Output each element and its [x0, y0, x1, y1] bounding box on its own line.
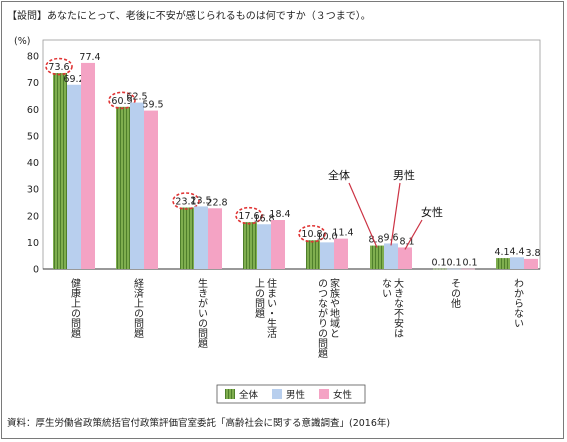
data-label: 73.6	[48, 62, 69, 73]
data-label: 10.8	[301, 229, 322, 240]
x-tick-label: その他	[449, 278, 461, 309]
callout-label: 男性	[393, 168, 415, 182]
bar-全体-5	[306, 240, 320, 269]
x-tick-label-cont: のつながりの問題	[316, 278, 328, 358]
bar-女性-4	[271, 220, 285, 269]
bar-全体-3	[180, 207, 194, 269]
data-label: 77.4	[79, 52, 100, 63]
legend-label: 女性	[333, 389, 353, 401]
y-tick-label: 30	[27, 185, 39, 196]
legend-label: 男性	[286, 389, 306, 401]
y-tick-label: 20	[27, 211, 39, 222]
legend-swatch-全体	[225, 389, 235, 399]
x-tick-label-cont: 上の問題	[253, 278, 265, 318]
highlight-circle	[108, 91, 136, 110]
data-label: 16.8	[253, 213, 274, 224]
callout-label: 女性	[421, 205, 443, 219]
y-tick-label: 50	[27, 131, 39, 142]
bar-全体-7	[433, 268, 447, 270]
bar-女性-8	[524, 258, 538, 269]
y-tick-label: 40	[27, 158, 39, 169]
bar-男性-6	[384, 243, 398, 269]
bar-全体-6	[370, 245, 384, 269]
bar-男性-1	[67, 84, 81, 269]
data-label: 4.1	[494, 247, 509, 258]
highlight-circle	[298, 224, 326, 243]
data-label: 3.8	[525, 248, 540, 259]
data-label: 0.1	[462, 258, 477, 269]
x-tick-label: 経済上の問題	[132, 277, 144, 338]
bar-男性-5	[320, 242, 334, 269]
bar-女性-3	[208, 208, 222, 269]
source-note: 資料：厚生労働省政策統括官付政策評価官室委託「高齢社会に関する意識調査」(201…	[7, 418, 391, 429]
data-label: 8.8	[368, 235, 383, 246]
y-tick-label: 0	[33, 265, 39, 276]
data-label: 0.1	[446, 258, 461, 269]
callout-label: 全体	[328, 168, 350, 182]
data-label: 69.2	[63, 74, 84, 85]
y-tick-label: 80	[27, 52, 39, 63]
x-tick-label: 大きな不安は	[392, 277, 404, 338]
bar-全体-4	[243, 222, 257, 269]
bar-全体-1	[53, 73, 67, 269]
highlight-circle	[45, 57, 73, 76]
y-axis-unit: (%)	[14, 36, 30, 47]
data-label: 10.0	[316, 231, 337, 242]
legend-swatch-女性	[319, 389, 329, 399]
callout-line	[390, 182, 401, 246]
bar-女性-5	[334, 238, 348, 269]
callout-line	[404, 219, 423, 250]
data-label: 18.4	[269, 209, 290, 220]
data-label: 59.5	[142, 100, 163, 111]
y-tick-label: 10	[27, 238, 39, 249]
data-label: 62.5	[126, 92, 147, 103]
data-label: 4.4	[509, 246, 524, 257]
legend-swatch-男性	[272, 389, 282, 399]
question-text: 【設問】あなたにとって、老後に不安が感じられるものは何ですか（３つまで）。	[7, 11, 371, 22]
bar-全体-8	[496, 258, 510, 269]
x-tick-label: 住まい・生活	[265, 277, 277, 339]
callout-line	[348, 182, 378, 248]
data-label: 60.9	[111, 96, 132, 107]
bar-男性-3	[194, 206, 208, 269]
x-tick-label: 家族や地域と	[328, 277, 340, 338]
bar-女性-7	[461, 268, 475, 270]
y-tick-label: 70	[27, 78, 39, 89]
highlight-circle	[235, 206, 263, 225]
data-label: 11.4	[332, 228, 353, 239]
bar-男性-8	[510, 257, 524, 269]
highlight-circle	[172, 192, 200, 210]
data-label: 0.1	[431, 258, 446, 269]
x-tick-label: 生きがいの問題	[196, 277, 208, 348]
bar-男性-4	[257, 224, 271, 269]
y-tick-label: 60	[27, 105, 39, 116]
x-tick-label-cont: ない	[380, 278, 391, 298]
legend-label: 全体	[239, 389, 259, 401]
bar-全体-2	[116, 106, 130, 269]
data-label: 23.1	[175, 196, 196, 207]
data-label: 17.6	[238, 211, 259, 222]
bar-女性-6	[398, 247, 412, 269]
data-label: 23.5	[190, 195, 211, 206]
data-label: 8.1	[399, 236, 414, 247]
x-tick-label: 健康上の問題	[69, 278, 81, 338]
x-tick-label: わからない	[512, 278, 524, 328]
bar-女性-2	[144, 110, 158, 269]
bar-女性-1	[81, 62, 95, 269]
data-label: 9.6	[383, 232, 398, 243]
data-label: 22.8	[206, 197, 227, 208]
bar-男性-2	[130, 102, 144, 269]
bar-男性-7	[447, 268, 461, 270]
